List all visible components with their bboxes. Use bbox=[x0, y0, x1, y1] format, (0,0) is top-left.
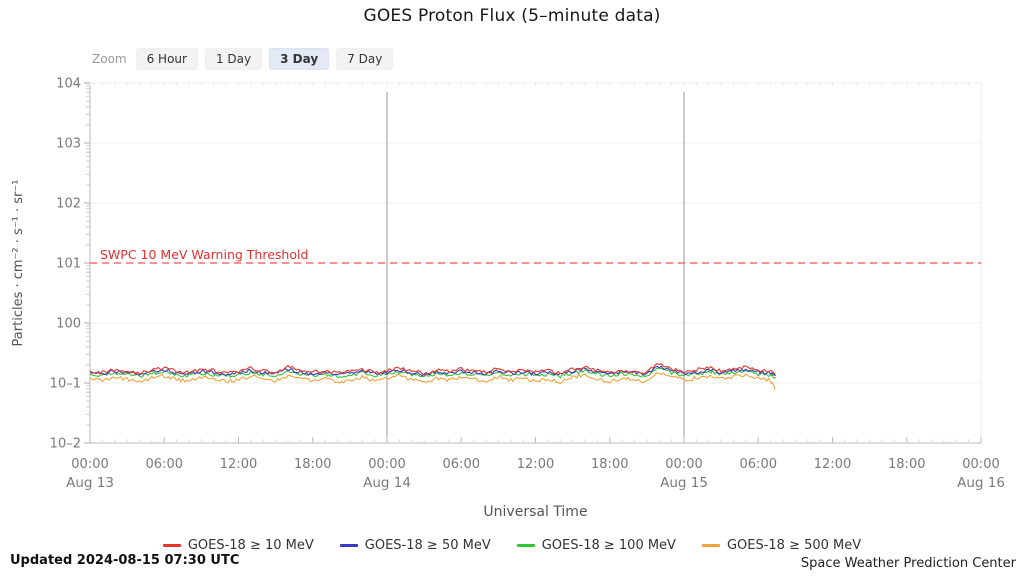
legend-dash-icon bbox=[339, 544, 358, 547]
y-tick-label: 101 bbox=[56, 257, 81, 272]
x-tick-label: 00:00 bbox=[368, 457, 405, 472]
x-tick-label: 18:00 bbox=[294, 457, 331, 472]
zoom-controls: Zoom 6 Hour 1 Day 3 Day 7 Day bbox=[92, 48, 394, 70]
y-tick-label: 102 bbox=[56, 197, 81, 212]
y-tick-label: 10–1 bbox=[50, 377, 81, 392]
x-date-label: Aug 13 bbox=[66, 475, 114, 491]
legend-item-3[interactable]: GOES-18 ≥ 500 MeV bbox=[701, 538, 862, 553]
legend-item-2[interactable]: GOES-18 ≥ 100 MeV bbox=[516, 538, 676, 553]
threshold-label: SWPC 10 MeV Warning Threshold bbox=[100, 247, 308, 262]
legend-item-label: GOES-18 ≥ 100 MeV bbox=[541, 538, 676, 553]
legend-dash-icon bbox=[516, 544, 535, 547]
zoom-button-7-day[interactable]: 7 Day bbox=[336, 48, 394, 70]
zoom-label: Zoom bbox=[92, 52, 127, 66]
chart-title: GOES Proton Flux (5–minute data) bbox=[363, 6, 661, 26]
legend-dash-icon bbox=[701, 544, 720, 547]
zoom-button-6-hour[interactable]: 6 Hour bbox=[135, 48, 198, 70]
source-credit: Space Weather Prediction Center bbox=[800, 556, 1016, 571]
legend-item-label: GOES-18 ≥ 50 MeV bbox=[364, 538, 491, 553]
series-line-1 bbox=[89, 365, 776, 377]
x-tick-label: 12:00 bbox=[517, 457, 554, 472]
x-tick-label: 06:00 bbox=[443, 457, 480, 472]
x-axis-title: Universal Time bbox=[483, 504, 587, 520]
zoom-button-1-day[interactable]: 1 Day bbox=[204, 48, 263, 70]
x-tick-label: 12:00 bbox=[814, 457, 851, 472]
x-tick-label: 18:00 bbox=[888, 457, 925, 472]
x-tick-label: 00:00 bbox=[962, 457, 999, 472]
legend-item-1[interactable]: GOES-18 ≥ 50 MeV bbox=[339, 538, 491, 553]
x-date-label: Aug 14 bbox=[363, 475, 411, 491]
x-tick-label: 06:00 bbox=[146, 457, 183, 472]
x-tick-label: 12:00 bbox=[220, 457, 257, 472]
y-tick-label: 100 bbox=[56, 317, 81, 332]
x-date-label: Aug 15 bbox=[660, 475, 708, 491]
x-tick-label: 00:00 bbox=[71, 457, 108, 472]
legend-item-label: GOES-18 ≥ 10 MeV bbox=[187, 538, 314, 553]
y-tick-label: 104 bbox=[56, 77, 81, 92]
legend-item-0[interactable]: GOES-18 ≥ 10 MeV bbox=[162, 538, 314, 553]
updated-timestamp: Updated 2024-08-15 07:30 UTC bbox=[10, 553, 240, 568]
series-line-2 bbox=[89, 367, 777, 379]
x-tick-label: 06:00 bbox=[740, 457, 777, 472]
zoom-button-3-day[interactable]: 3 Day bbox=[269, 48, 330, 70]
series-line-0 bbox=[89, 363, 776, 376]
x-tick-label: 00:00 bbox=[665, 457, 702, 472]
legend-dash-icon bbox=[162, 544, 181, 547]
y-tick-label: 10–2 bbox=[50, 437, 81, 452]
x-date-label: Aug 16 bbox=[957, 475, 1005, 491]
legend-item-label: GOES-18 ≥ 500 MeV bbox=[726, 538, 862, 553]
series-line-3 bbox=[89, 372, 776, 390]
y-tick-label: 103 bbox=[56, 137, 81, 152]
x-tick-label: 18:00 bbox=[591, 457, 628, 472]
chart-legend: GOES-18 ≥ 10 MeV GOES-18 ≥ 50 MeV GOES-18 … bbox=[0, 538, 1024, 553]
y-axis-title: Particles · cm⁻² · s⁻¹ · sr⁻¹ bbox=[11, 180, 26, 347]
